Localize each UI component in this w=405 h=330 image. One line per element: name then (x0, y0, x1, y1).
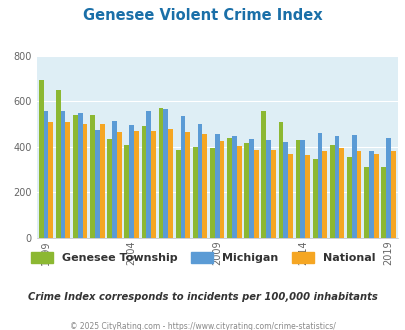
Bar (236, 146, 241, 238)
Bar (146, 111, 151, 238)
Bar (175, 150, 180, 238)
Bar (158, 108, 163, 238)
Bar (248, 139, 253, 238)
Bar (278, 122, 283, 238)
Text: Genesee Violent Crime Index: Genesee Violent Crime Index (83, 8, 322, 23)
Bar (373, 154, 377, 238)
Bar (168, 129, 173, 238)
Bar (43, 111, 48, 238)
Bar (368, 151, 373, 238)
Bar (60, 111, 65, 238)
Bar (180, 116, 185, 238)
Bar (214, 134, 219, 238)
Bar (100, 124, 104, 238)
Bar (312, 159, 317, 238)
Bar (82, 124, 87, 238)
Bar (90, 115, 95, 238)
Bar (48, 122, 53, 238)
Text: © 2025 CityRating.com - https://www.cityrating.com/crime-statistics/: © 2025 CityRating.com - https://www.city… (70, 322, 335, 330)
Bar (107, 139, 112, 238)
Bar (300, 140, 305, 238)
Bar (209, 148, 214, 238)
Bar (134, 131, 139, 238)
Bar (305, 154, 309, 238)
Bar (192, 147, 197, 238)
Bar (266, 140, 270, 238)
Bar (95, 130, 100, 238)
Legend: Genesee Township, Michigan, National: Genesee Township, Michigan, National (31, 252, 374, 263)
Bar (56, 90, 60, 238)
Bar (151, 131, 156, 238)
Bar (112, 121, 117, 238)
Bar (73, 115, 78, 238)
Bar (329, 145, 334, 238)
Bar (226, 138, 231, 238)
Bar (141, 126, 146, 238)
Bar (78, 113, 82, 238)
Bar (231, 136, 236, 238)
Text: Crime Index corresponds to incidents per 100,000 inhabitants: Crime Index corresponds to incidents per… (28, 292, 377, 302)
Bar (244, 144, 248, 238)
Bar (219, 141, 224, 238)
Bar (322, 151, 326, 238)
Bar (38, 80, 43, 238)
Bar (317, 133, 322, 238)
Bar (385, 138, 390, 238)
Bar (283, 142, 288, 238)
Bar (295, 140, 300, 238)
Bar (390, 151, 395, 238)
Bar (253, 150, 258, 238)
Bar (65, 122, 70, 238)
Bar (339, 148, 343, 238)
Bar (163, 109, 168, 238)
Bar (346, 157, 351, 238)
Bar (197, 124, 202, 238)
Bar (351, 135, 356, 238)
Bar (380, 167, 385, 238)
Bar (185, 132, 190, 238)
Bar (202, 134, 207, 238)
Bar (117, 132, 121, 238)
Bar (124, 145, 129, 238)
Bar (334, 136, 339, 238)
Bar (356, 151, 360, 238)
Bar (363, 167, 368, 238)
Bar (288, 154, 292, 238)
Bar (261, 111, 266, 238)
Bar (129, 125, 134, 238)
Bar (270, 150, 275, 238)
